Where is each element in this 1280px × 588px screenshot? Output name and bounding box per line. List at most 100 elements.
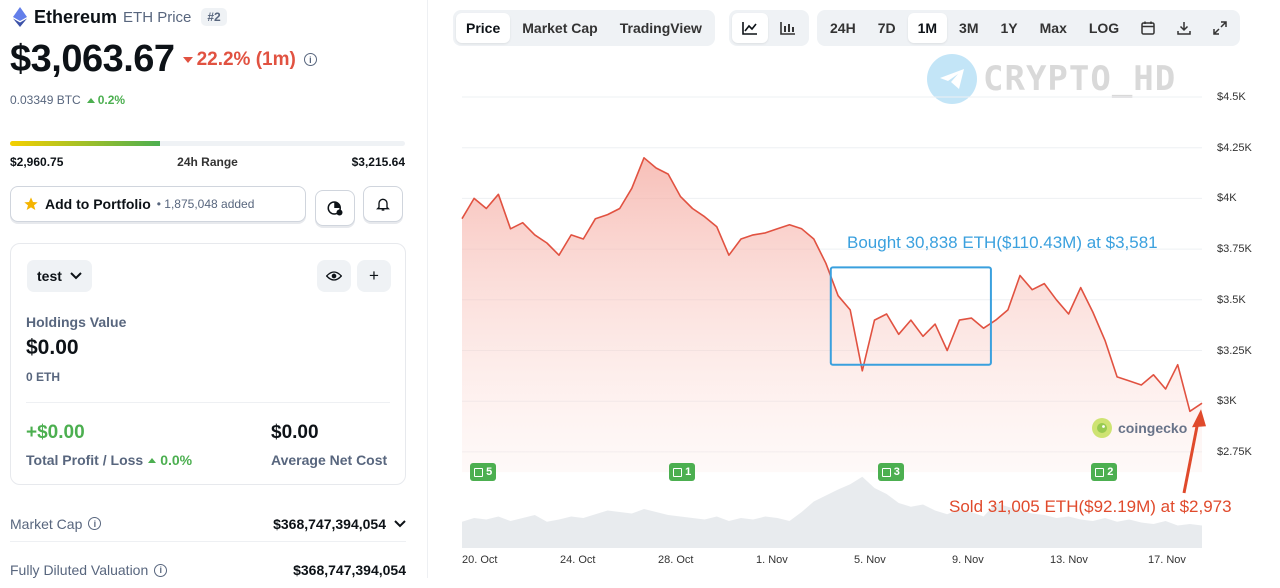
tab-1y[interactable]: 1Y xyxy=(1000,20,1018,36)
profit-loss-row: Total Profit / Loss 0.0% xyxy=(26,452,192,468)
news-icon xyxy=(474,467,484,477)
date-range-button[interactable] xyxy=(1131,13,1165,43)
holdings-value-label: Holdings Value xyxy=(26,314,127,330)
market-cap-label: Market Cap xyxy=(10,515,83,532)
stat-row-market-cap[interactable]: Market Cap i $368,747,394,054 xyxy=(10,506,406,542)
holdings-value: $0.00 xyxy=(26,336,79,359)
telegram-icon xyxy=(927,54,977,104)
add-transaction-button[interactable]: + xyxy=(357,260,391,292)
fdv-label: Fully Diluted Valuation xyxy=(10,562,149,578)
price-alert-button[interactable] xyxy=(363,186,403,222)
range-labels: $2,960.75 24h Range $3,215.64 xyxy=(10,155,405,169)
tab-log[interactable]: LOG xyxy=(1088,20,1120,36)
tab-1m[interactable]: 1M xyxy=(907,13,948,43)
btc-price-row: 0.03349 BTC 0.2% xyxy=(10,93,125,107)
eye-icon xyxy=(326,271,342,281)
tab-candlestick-chart[interactable] xyxy=(770,13,806,43)
profit-loss-percent-value: 0.0% xyxy=(160,452,193,468)
range-high: $3,215.64 xyxy=(351,155,405,169)
add-to-portfolio-button[interactable]: Add to Portfolio • 1,875,048 added xyxy=(10,186,306,222)
pie-chart-icon xyxy=(327,201,343,216)
profit-loss-percent: 0.0% xyxy=(148,452,192,468)
btc-price: 0.03349 BTC xyxy=(10,93,81,107)
bell-icon xyxy=(376,198,390,211)
tab-tradingview[interactable]: TradingView xyxy=(619,20,702,36)
coingecko-badge: coingecko xyxy=(1092,418,1187,438)
news-event-marker[interactable]: 2 xyxy=(1091,463,1118,481)
price-change-value: 22.2% (1m) xyxy=(196,48,296,70)
watermark: CRYPTO_HD xyxy=(927,54,1176,104)
stat-label: Fully Diluted Valuation i xyxy=(10,562,168,578)
rank-badge: #2 xyxy=(201,8,227,26)
coin-symbol: ETH Price xyxy=(123,8,192,26)
price-chart[interactable] xyxy=(440,60,1240,560)
tab-price[interactable]: Price xyxy=(456,13,511,43)
y-tick-label: $4.5K xyxy=(1217,91,1246,103)
up-triangle-icon xyxy=(148,457,157,463)
download-button[interactable] xyxy=(1167,13,1201,43)
tab-24h[interactable]: 24H xyxy=(830,20,856,36)
btc-change: 0.2% xyxy=(86,93,126,107)
y-tick-label: $4K xyxy=(1217,192,1237,205)
info-icon[interactable]: i xyxy=(154,563,168,577)
star-icon xyxy=(24,197,38,210)
chart-type-tabs: Price Market Cap TradingView xyxy=(453,10,715,46)
stat-label: Market Cap i xyxy=(10,515,102,532)
chevron-down-icon[interactable] xyxy=(394,519,406,528)
range-low: $2,960.75 xyxy=(10,155,64,169)
buy-highlight-box xyxy=(829,266,992,366)
news-event-marker[interactable]: 1 xyxy=(669,463,696,481)
fullscreen-button[interactable] xyxy=(1203,13,1237,43)
holdings-card: test + Holdings Value $0.00 0 ETH +$0.00… xyxy=(10,243,406,485)
range-bar-fill xyxy=(10,141,161,146)
divider xyxy=(26,402,390,403)
download-icon xyxy=(1177,22,1191,35)
x-tick-label: 1. Nov xyxy=(756,554,788,566)
volume-area xyxy=(462,476,1202,548)
coin-header: Ethereum ETH Price #2 xyxy=(12,6,227,28)
time-range-tabs: 24H 7D 1M 3M 1Y Max LOG xyxy=(817,10,1241,46)
average-net-cost-label: Average Net Cost xyxy=(271,452,388,468)
toggle-visibility-button[interactable] xyxy=(317,260,351,292)
down-triangle-icon xyxy=(182,56,193,63)
sell-annotation: Sold 31,005 ETH($92.19M) at $2,973 xyxy=(949,497,1232,516)
buy-annotation: Bought 30,838 ETH($110.43M) at $3,581 xyxy=(847,233,1158,252)
x-tick-label: 20. Oct xyxy=(462,554,498,566)
portfolio-select[interactable]: test xyxy=(27,260,92,292)
y-tick-label: $3.5K xyxy=(1217,293,1246,306)
chart-style-tabs xyxy=(729,10,809,46)
sell-arrow-line xyxy=(1182,420,1200,494)
y-tick-label: $4.25K xyxy=(1217,141,1252,154)
y-tick-label: $3K xyxy=(1217,395,1237,408)
line-chart-icon xyxy=(742,22,757,35)
info-icon[interactable]: i xyxy=(88,517,102,530)
tab-3m[interactable]: 3M xyxy=(959,20,979,36)
news-icon xyxy=(881,467,891,477)
price-row: $3,063.67 22.2% (1m) i xyxy=(10,38,317,81)
add-to-portfolio-label: Add to Portfolio xyxy=(45,196,151,212)
tab-market-cap[interactable]: Market Cap xyxy=(522,20,598,36)
market-cap-value: $368,747,394,054 xyxy=(273,515,386,532)
tab-max[interactable]: Max xyxy=(1039,20,1067,36)
gecko-icon xyxy=(1092,418,1112,438)
stat-row-fdv: Fully Diluted Valuation i $368,747,394,0… xyxy=(10,552,406,588)
ethereum-logo-icon xyxy=(13,7,27,27)
price-area xyxy=(462,157,1202,473)
btc-change-value: 0.2% xyxy=(97,93,126,107)
portfolio-chart-button[interactable] xyxy=(315,190,355,226)
news-event-marker[interactable]: 5 xyxy=(470,463,497,481)
news-event-marker[interactable]: 3 xyxy=(877,463,904,481)
stat-value: $368,747,394,054 xyxy=(293,562,406,578)
tab-7d[interactable]: 7D xyxy=(877,20,896,36)
x-tick-label: 28. Oct xyxy=(658,554,694,566)
y-tick-label: $3.75K xyxy=(1217,243,1252,256)
range-bar xyxy=(10,141,405,146)
x-tick-label: 5. Nov xyxy=(854,554,886,566)
price-line xyxy=(461,157,1203,413)
x-tick-label: 9. Nov xyxy=(952,554,984,566)
info-icon[interactable]: i xyxy=(303,53,317,66)
news-event-count: 3 xyxy=(893,466,900,478)
news-event-count: 2 xyxy=(1107,466,1114,478)
tab-line-chart[interactable] xyxy=(732,13,768,43)
news-event-count: 1 xyxy=(685,466,692,478)
